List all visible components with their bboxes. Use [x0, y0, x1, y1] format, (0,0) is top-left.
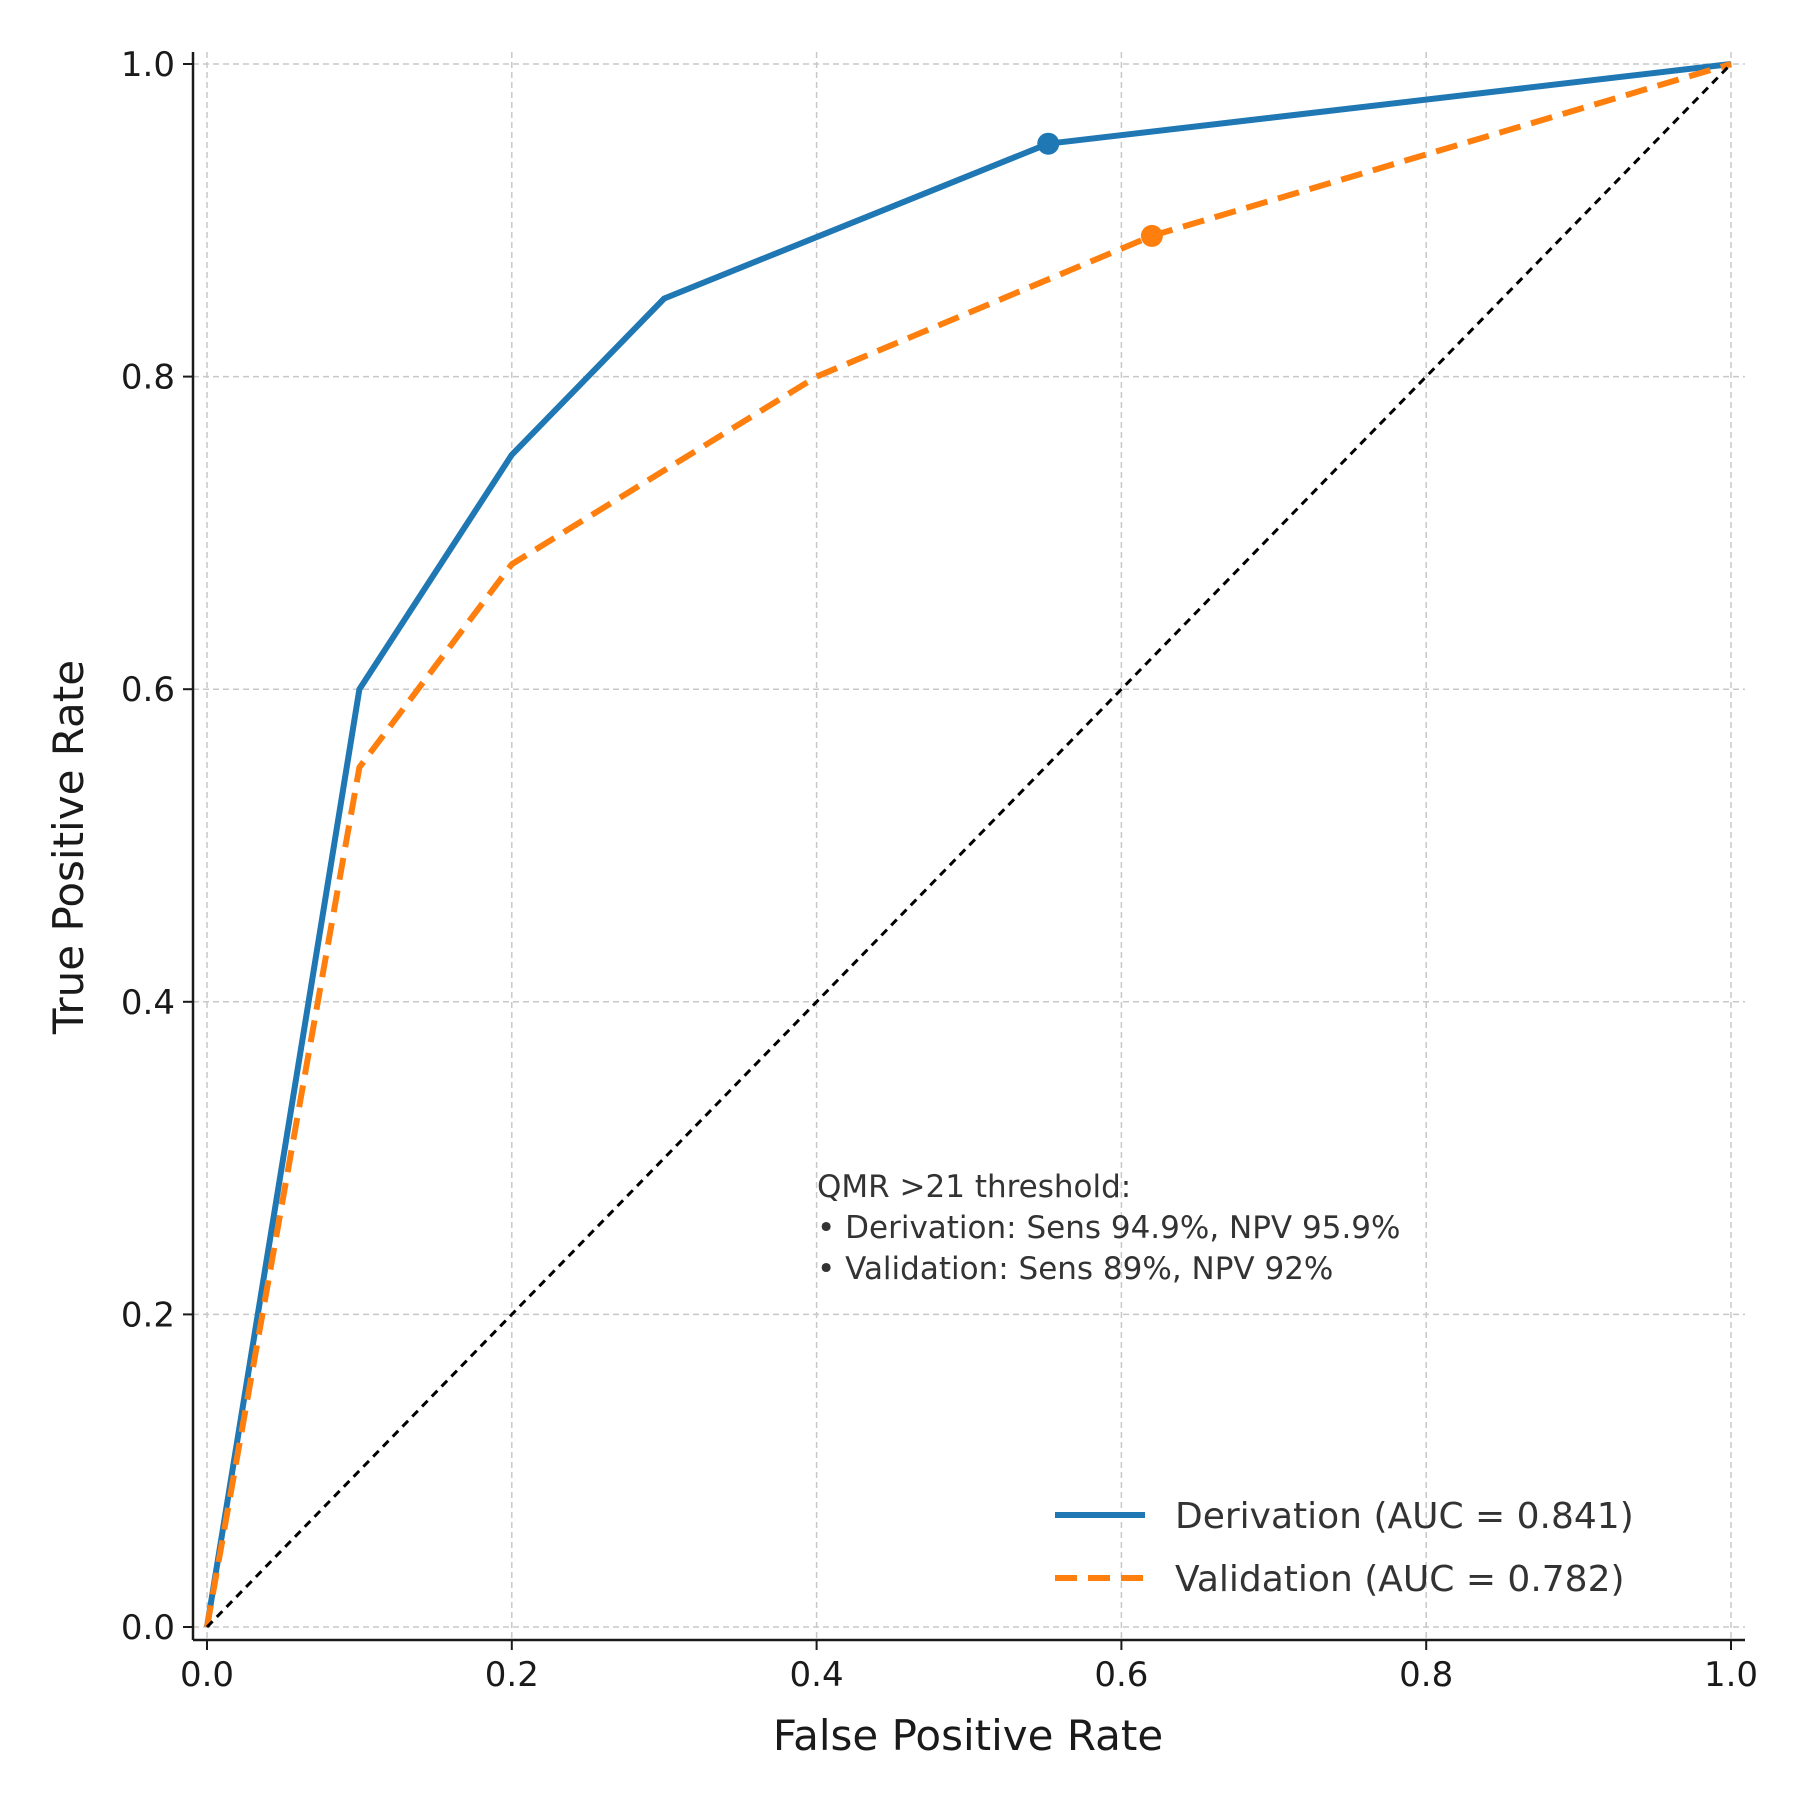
annotation-line: QMR >21 threshold:: [817, 1169, 1131, 1205]
validation-line: [204, 61, 1732, 1628]
y-axis-title: True Positive Rate: [44, 660, 93, 1035]
annotation-line: • Derivation: Sens 94.9%, NPV 95.9%: [817, 1210, 1400, 1246]
chance-diagonal-line: [205, 62, 1733, 1629]
y-tick-label: 0.4: [121, 983, 175, 1023]
x-tick-label: 0.6: [1094, 1655, 1148, 1695]
x-tick-label: 0.2: [485, 1655, 539, 1695]
x-tick-label: 0.4: [790, 1655, 844, 1695]
legend: Derivation (AUC = 0.841) Validation (AUC…: [1055, 1496, 1634, 1600]
legend-label-validation: Validation (AUC = 0.782): [1175, 1559, 1625, 1600]
y-axis-ticks: 0.0 0.2 0.4 0.6 0.8 1.0: [121, 45, 193, 1648]
y-tick-label: 0.6: [121, 670, 175, 710]
validation-threshold-point: [1140, 224, 1163, 247]
x-tick-label: 1.0: [1704, 1655, 1758, 1695]
y-tick-label: 1.0: [121, 45, 175, 85]
series-lines: [204, 61, 1733, 1629]
x-tick-label: 0.0: [180, 1655, 234, 1695]
x-axis-title: False Positive Rate: [773, 1711, 1163, 1760]
x-axis-ticks: 0.0 0.2 0.4 0.6 0.8 1.0: [180, 1640, 1758, 1695]
axes: [191, 52, 1745, 1642]
y-tick-label: 0.0: [121, 1608, 175, 1648]
threshold-annotation: QMR >21 threshold: • Derivation: Sens 94…: [817, 1169, 1400, 1287]
legend-label-derivation: Derivation (AUC = 0.841): [1175, 1496, 1634, 1537]
grid-lines: [193, 52, 1745, 1640]
y-tick-label: 0.8: [121, 358, 175, 398]
annotation-line: • Validation: Sens 89%, NPV 92%: [817, 1251, 1333, 1287]
x-tick-label: 0.8: [1399, 1655, 1453, 1695]
y-tick-label: 0.2: [121, 1295, 175, 1335]
derivation-threshold-point: [1037, 132, 1060, 155]
threshold-points: [1037, 132, 1163, 247]
derivation-line: [204, 61, 1732, 1628]
